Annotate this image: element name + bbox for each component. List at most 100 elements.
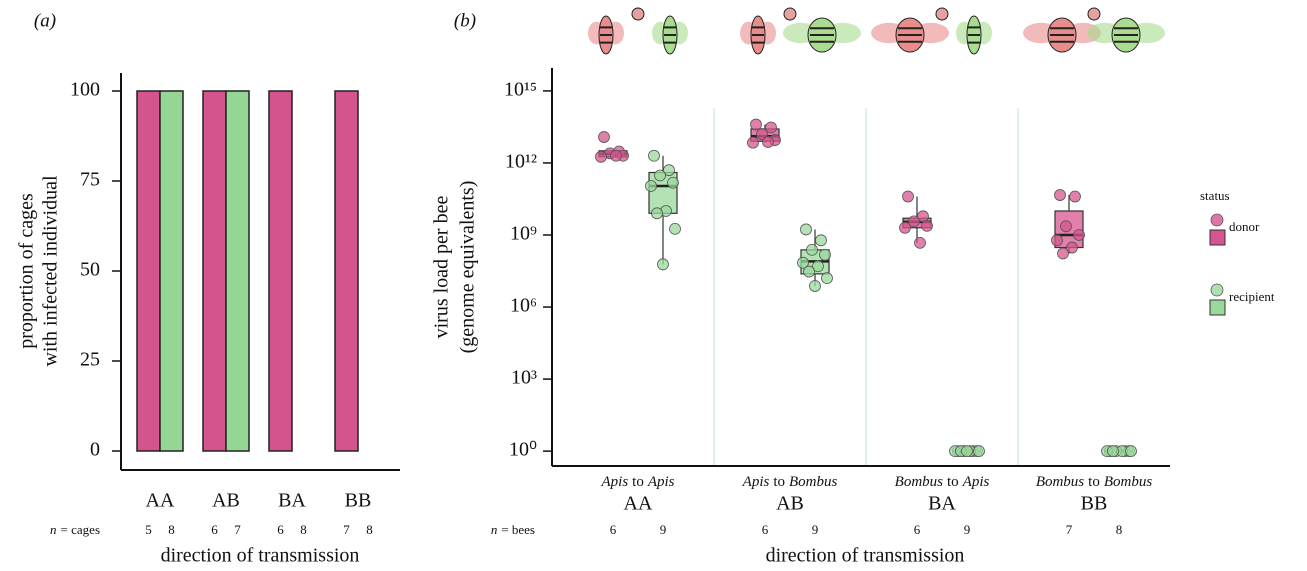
n-count: 6: [277, 522, 284, 537]
x-tick-label: AB: [776, 493, 804, 515]
point: [645, 180, 657, 192]
bar: [268, 90, 293, 452]
n-count: 7: [1066, 522, 1073, 537]
legend-label: recipient: [1229, 289, 1275, 304]
category-description: Apis to Apis: [600, 474, 674, 490]
point: [595, 150, 607, 163]
n-text: = cages: [61, 522, 100, 537]
bar: [136, 90, 161, 452]
description-part: Bombus: [789, 474, 837, 490]
y-tick-label: 100: [70, 79, 100, 101]
point: [800, 223, 812, 236]
point: [812, 260, 824, 273]
y-axis-label: proportion of cages: [16, 193, 38, 349]
point: [819, 248, 831, 261]
virus-icon: [1087, 7, 1101, 21]
y-tick-label: 75: [80, 169, 100, 191]
point: [669, 222, 681, 235]
point: [899, 221, 911, 234]
point: [654, 169, 666, 182]
x-tick-label: AA: [146, 490, 175, 512]
x-axis-label: direction of transmission: [161, 545, 360, 567]
y-tick-label: 10⁹: [510, 223, 537, 245]
y-tick-label: 10⁶: [510, 295, 537, 317]
x-axis-label: direction of transmission: [766, 545, 965, 567]
point: [747, 136, 759, 149]
point: [651, 207, 663, 220]
point: [902, 190, 914, 203]
n-count: 9: [964, 522, 971, 537]
n-symbol: n: [50, 522, 57, 537]
n-count: 8: [1116, 522, 1123, 537]
virus-icon: [631, 7, 645, 21]
description-part: to: [773, 474, 785, 490]
point: [803, 265, 815, 278]
point: [765, 121, 777, 134]
x-tick-label: BA: [928, 493, 956, 515]
description-part: Apis: [647, 474, 675, 490]
point: [657, 258, 669, 271]
y-tick-label: 25: [80, 349, 100, 371]
y-axis-label: with infected individual: [40, 175, 62, 367]
point: [762, 136, 774, 148]
n-count: 9: [812, 522, 819, 537]
description-part: Apis: [742, 474, 770, 490]
n-label: n = cages: [50, 522, 100, 537]
y-tick-label: 10³: [511, 367, 537, 389]
bar: [334, 90, 359, 452]
description-part: to: [1088, 474, 1100, 490]
description-part: Bombus: [1036, 474, 1084, 490]
n-count: 6: [914, 522, 921, 537]
point: [821, 272, 833, 285]
point: [1060, 220, 1072, 233]
description-part: to: [632, 474, 644, 490]
description-part: to: [947, 474, 959, 490]
n-count: 7: [234, 522, 241, 537]
description-part: Bombus: [895, 474, 943, 490]
n-text: = bees: [501, 522, 535, 537]
x-tick-label: BB: [1081, 493, 1108, 515]
point: [815, 234, 827, 247]
n-count: 8: [168, 522, 175, 537]
point: [1054, 189, 1066, 201]
point: [1057, 247, 1069, 260]
n-count: 9: [660, 522, 667, 537]
panel-label: (a): [34, 10, 56, 31]
n-count: 6: [211, 522, 218, 537]
point: [961, 445, 973, 458]
point: [610, 149, 622, 162]
point: [1125, 445, 1137, 458]
virus-icon: [783, 7, 797, 21]
point: [1073, 229, 1085, 241]
bar: [202, 90, 227, 452]
point: [797, 256, 809, 269]
description-part: Bombus: [1104, 474, 1152, 490]
n-count: 8: [300, 522, 307, 537]
panel-label: (b): [454, 10, 476, 31]
bar: [225, 90, 250, 452]
point: [648, 149, 660, 162]
description-part: Apis: [962, 474, 990, 490]
point: [598, 131, 610, 143]
point: [908, 215, 920, 228]
point: [973, 445, 985, 458]
category-description: Bombus to Bombus: [1036, 474, 1153, 490]
legend-point: [1210, 213, 1224, 227]
point: [809, 280, 821, 292]
n-count: 5: [145, 522, 152, 537]
category-description: Bombus to Apis: [895, 474, 990, 490]
n-symbol: n: [491, 522, 498, 537]
y-tick-label: 10¹⁵: [504, 79, 537, 101]
description-part: Apis: [600, 474, 628, 490]
legend-box: [1209, 299, 1226, 316]
category-description: Apis to Bombus: [742, 474, 838, 490]
x-tick-label: AA: [624, 493, 653, 515]
point: [806, 243, 818, 256]
legend-box: [1209, 229, 1226, 246]
legend-label: donor: [1229, 219, 1260, 234]
n-count: 7: [343, 522, 350, 537]
point: [921, 219, 933, 232]
y-tick-label: 0: [90, 439, 100, 461]
bar: [159, 90, 184, 452]
